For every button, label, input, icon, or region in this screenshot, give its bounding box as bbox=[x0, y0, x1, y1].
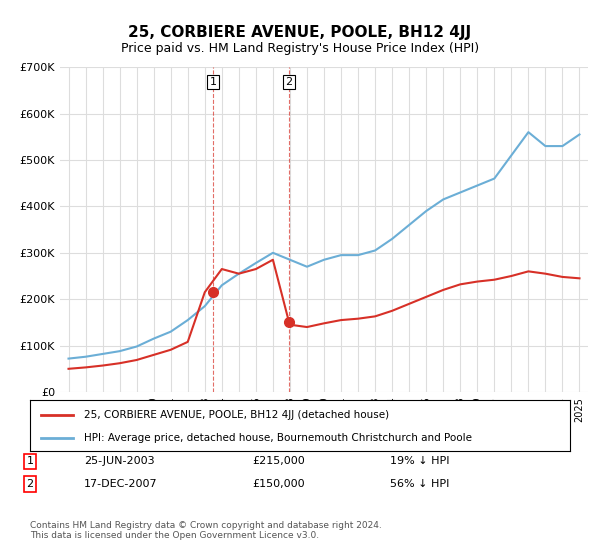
Text: 25, CORBIERE AVENUE, POOLE, BH12 4JJ: 25, CORBIERE AVENUE, POOLE, BH12 4JJ bbox=[128, 25, 472, 40]
Text: 25-JUN-2003: 25-JUN-2003 bbox=[84, 456, 155, 466]
Text: Contains HM Land Registry data © Crown copyright and database right 2024.
This d: Contains HM Land Registry data © Crown c… bbox=[30, 521, 382, 540]
Text: Price paid vs. HM Land Registry's House Price Index (HPI): Price paid vs. HM Land Registry's House … bbox=[121, 42, 479, 55]
Text: £150,000: £150,000 bbox=[252, 479, 305, 489]
Text: 2: 2 bbox=[286, 77, 293, 87]
Text: 1: 1 bbox=[26, 456, 34, 466]
Text: HPI: Average price, detached house, Bournemouth Christchurch and Poole: HPI: Average price, detached house, Bour… bbox=[84, 433, 472, 443]
Text: 19% ↓ HPI: 19% ↓ HPI bbox=[390, 456, 449, 466]
Text: 2: 2 bbox=[26, 479, 34, 489]
Text: £215,000: £215,000 bbox=[252, 456, 305, 466]
Text: 17-DEC-2007: 17-DEC-2007 bbox=[84, 479, 158, 489]
Text: 25, CORBIERE AVENUE, POOLE, BH12 4JJ (detached house): 25, CORBIERE AVENUE, POOLE, BH12 4JJ (de… bbox=[84, 409, 389, 419]
Text: 1: 1 bbox=[209, 77, 217, 87]
Text: 56% ↓ HPI: 56% ↓ HPI bbox=[390, 479, 449, 489]
